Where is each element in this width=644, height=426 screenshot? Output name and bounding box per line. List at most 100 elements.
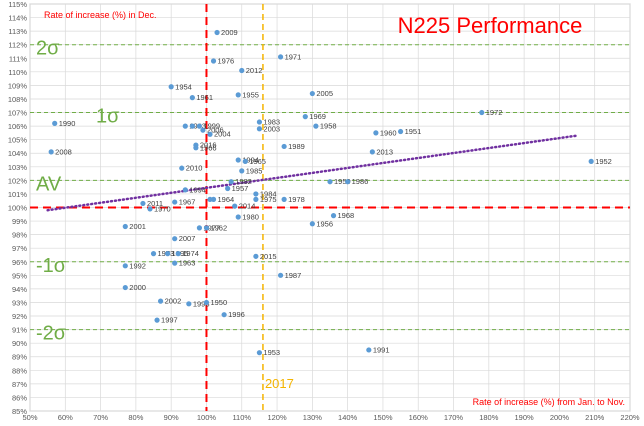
trendline (46, 134, 579, 212)
sigma-label: 1σ (96, 106, 120, 128)
y-axis-title: Rate of increase (%) in Dec. (44, 10, 157, 20)
tick-labels: 85% 86% 87% 88% 89% 90% 91% 92% 93% 94% 95% 96% 97% 9… (8, 0, 640, 422)
data-point-label: 1984 (260, 189, 277, 198)
data-point (277, 54, 284, 60)
data-point (140, 200, 146, 207)
data-point-label: 1977 (203, 223, 220, 232)
data-point (327, 179, 333, 185)
data-point-label: 1961 (196, 93, 213, 102)
data-point (309, 221, 315, 227)
data-point (256, 126, 263, 132)
data-point-label: 2009 (221, 28, 238, 37)
data-point-label: 1963 (179, 259, 196, 268)
data-point-label: 2007 (179, 234, 196, 243)
y-tick-label: 85% (12, 407, 27, 416)
data-point-label: 2005 (316, 89, 333, 98)
y-tick-label: 100% (8, 204, 28, 213)
data-point (210, 196, 217, 202)
data-point (253, 196, 259, 202)
data-point-label: 1960 (380, 128, 397, 137)
data-point (179, 165, 185, 171)
data-point (52, 120, 58, 126)
data-point-label: 1970 (154, 204, 171, 213)
data-point-label: 1997 (161, 316, 178, 325)
data-point-label: 1999 (203, 122, 220, 131)
y-tick-label: 109% (8, 81, 28, 90)
y-tick-label: 104% (8, 149, 28, 158)
x-tick-label: 50% (22, 413, 37, 421)
y-tick-label: 87% (12, 380, 27, 389)
data-point-label: 1972 (486, 108, 503, 117)
y-tick-label: 99% (12, 217, 27, 226)
data-point-label: 1994 (242, 156, 259, 165)
data-point-label: 1996 (228, 310, 245, 319)
data-point (175, 251, 181, 257)
y-tick-label: 95% (12, 271, 27, 280)
data-point (214, 29, 220, 36)
data-point (196, 225, 203, 231)
data-point-label: 1983 (263, 118, 280, 127)
data-point (150, 251, 157, 257)
data-point (281, 196, 287, 202)
y-tick-label: 111% (9, 54, 27, 63)
data-point-label: 2011 (147, 199, 163, 208)
data-point (373, 130, 379, 136)
data-point (479, 109, 485, 116)
data-point (235, 92, 241, 98)
data-point (239, 168, 245, 174)
data-point-label: 1987 (285, 271, 302, 280)
data-point-label: 1989 (288, 142, 305, 151)
x-tick-label: 110% (232, 413, 251, 421)
data-point (172, 199, 178, 205)
x-tick-label: 140% (338, 413, 358, 421)
x-tick-label: 70% (93, 413, 108, 421)
data-point-label: 1990 (59, 119, 76, 128)
x-tick-label: 130% (303, 413, 323, 421)
y-tick-label: 112% (8, 41, 27, 50)
data-point (122, 263, 128, 269)
data-point (154, 317, 160, 323)
x-tick-label: 60% (58, 413, 73, 421)
data-point-label: 2006 (207, 126, 224, 135)
data-point (235, 214, 241, 220)
data-point (256, 119, 263, 125)
data-point (235, 157, 241, 163)
y-tick-label: 94% (12, 285, 27, 294)
data-point (189, 95, 195, 101)
x-tick-label: 160% (409, 413, 429, 421)
data-point-label: 1994 (189, 185, 206, 194)
data-point (277, 272, 284, 278)
y-tick-label: 86% (12, 393, 27, 402)
data-point-label: 1992 (129, 261, 146, 270)
y-tick-label: 93% (12, 298, 27, 307)
data-points: 1990200820012011197019922000197320021997… (48, 28, 612, 357)
data-point (196, 123, 203, 129)
data-point-label: 1958 (320, 122, 337, 131)
data-point (330, 213, 337, 219)
data-point-label: 1965 (249, 157, 266, 166)
data-point (172, 260, 178, 266)
y-tick-label: 96% (12, 258, 27, 267)
y-tick-label: 107% (8, 109, 28, 118)
sigma-label: AV (36, 173, 62, 195)
data-point (313, 123, 319, 129)
y-tick-label: 103% (8, 163, 28, 172)
y-tick-label: 110% (8, 68, 27, 77)
y-tick-label: 101% (8, 190, 28, 199)
y-tick-label: 97% (12, 244, 27, 253)
y-tick-label: 113% (8, 27, 27, 36)
data-point (242, 158, 248, 164)
data-point-label: 2004 (214, 130, 231, 139)
x-axis-title: Rate of increase (%) from Jan. to Nov. (473, 397, 625, 407)
data-point-label: 1959 (334, 177, 351, 186)
data-point (189, 123, 195, 129)
data-point-label: 1971 (285, 52, 302, 61)
data-point (200, 127, 206, 133)
data-point-label: 1950 (210, 298, 227, 307)
data-point (122, 284, 128, 291)
data-point (253, 191, 259, 197)
data-point (193, 145, 199, 151)
data-point (182, 123, 188, 129)
data-point (366, 347, 372, 353)
y-tick-label: 92% (12, 312, 27, 321)
